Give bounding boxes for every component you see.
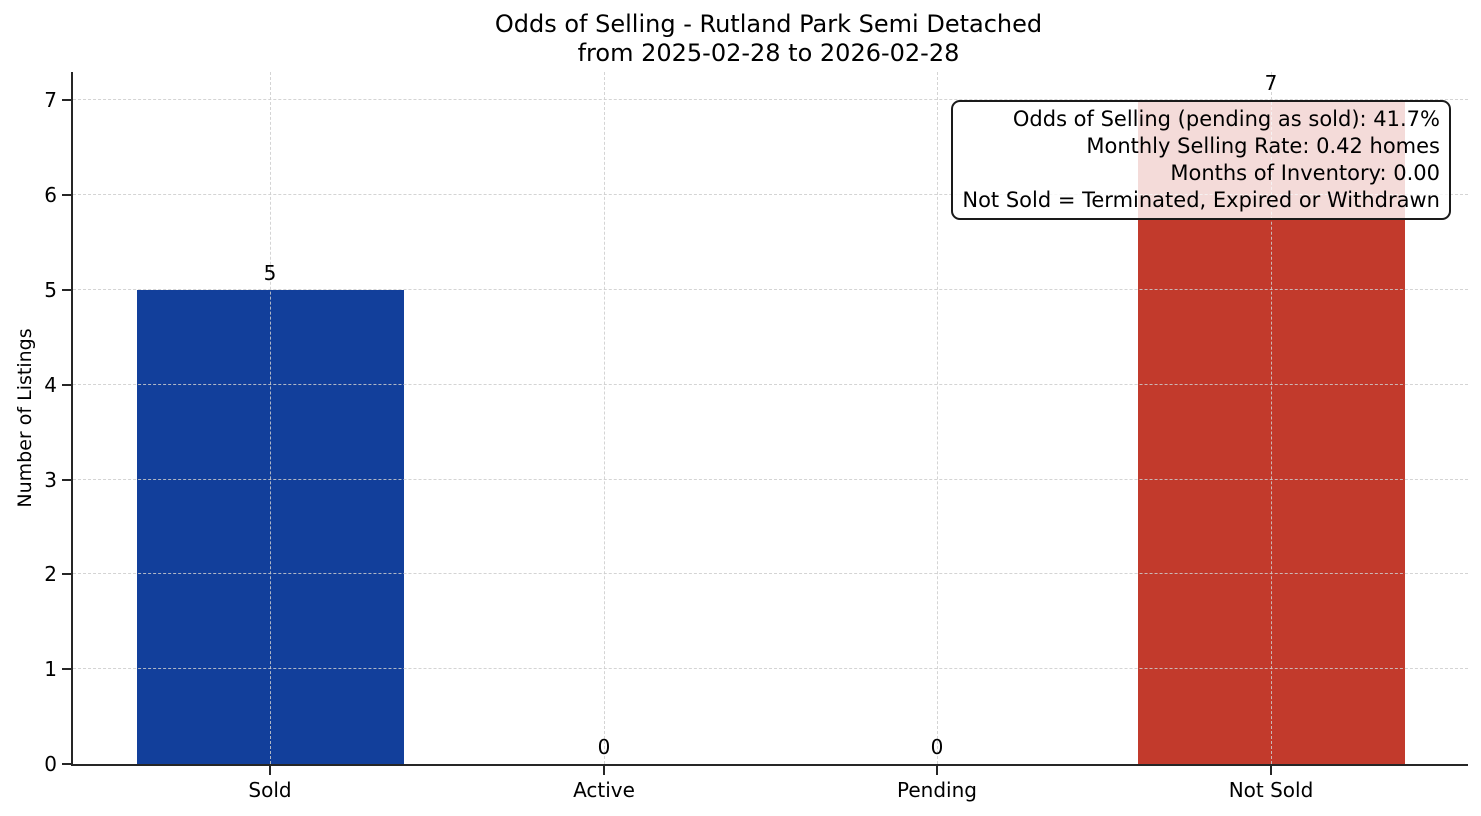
bar-value-label: 0: [930, 735, 944, 759]
x-tick-mark: [269, 766, 271, 775]
gridline-horizontal: [73, 194, 1468, 195]
gridline-vertical: [937, 72, 938, 764]
x-tick-label-not-sold: Not Sold: [1228, 778, 1314, 802]
y-tick-mark: [62, 384, 71, 386]
y-tick-label: 4: [44, 373, 57, 397]
y-tick-label: 6: [44, 183, 57, 207]
y-tick-mark: [62, 479, 71, 481]
plot-area: Odds of Selling (pending as sold): 41.7%…: [44, 71, 1468, 802]
y-tick-mark: [62, 668, 71, 670]
gridline-horizontal: [73, 99, 1468, 100]
gridline-horizontal: [73, 384, 1468, 385]
annotation-line-odds: Odds of Selling (pending as sold): 41.7%: [1012, 107, 1440, 131]
chart-title-line2: from 2025-02-28 to 2026-02-28: [577, 39, 960, 67]
bar-value-label: 0: [597, 735, 611, 759]
bar-value-label: 7: [1264, 71, 1278, 95]
x-tick-label-active: Active: [573, 778, 635, 802]
y-tick-mark: [62, 763, 71, 765]
gridline-horizontal: [73, 573, 1468, 574]
x-tick-label-pending: Pending: [897, 778, 977, 802]
gridline-horizontal: [73, 479, 1468, 480]
y-tick-mark: [62, 289, 71, 291]
y-tick-label: 7: [44, 88, 57, 112]
x-tick-mark: [603, 766, 605, 775]
chart-title-line1: Odds of Selling - Rutland Park Semi Deta…: [494, 10, 1043, 38]
x-tick-mark: [936, 766, 938, 775]
x-tick-label-sold: Sold: [248, 778, 292, 802]
gridline-horizontal: [73, 289, 1468, 290]
annotation-line-inventory: Months of Inventory: 0.00: [1170, 161, 1440, 185]
y-tick-label: 0: [44, 752, 57, 776]
y-tick-mark: [62, 99, 71, 101]
annotation-box: Odds of Selling (pending as sold): 41.7%…: [951, 100, 1451, 220]
gridline-horizontal: [73, 668, 1468, 669]
y-tick-mark: [62, 194, 71, 196]
y-tick-label: 1: [44, 657, 57, 681]
y-tick-label: 5: [44, 278, 57, 302]
y-tick-label: 3: [44, 468, 57, 492]
chart-title: Odds of Selling - Rutland Park Semi Deta…: [71, 10, 1466, 68]
annotation-line-notsold-def: Not Sold = Terminated, Expired or Withdr…: [962, 188, 1440, 212]
gridline-vertical: [270, 72, 271, 764]
gridline-vertical: [1271, 72, 1272, 764]
bar-value-label: 5: [263, 261, 277, 285]
gridline-vertical: [604, 72, 605, 764]
y-tick-label: 2: [44, 562, 57, 586]
annotation-line-monthly-rate: Monthly Selling Rate: 0.42 homes: [1086, 134, 1440, 158]
y-tick-mark: [62, 573, 71, 575]
x-tick-mark: [1270, 766, 1272, 775]
